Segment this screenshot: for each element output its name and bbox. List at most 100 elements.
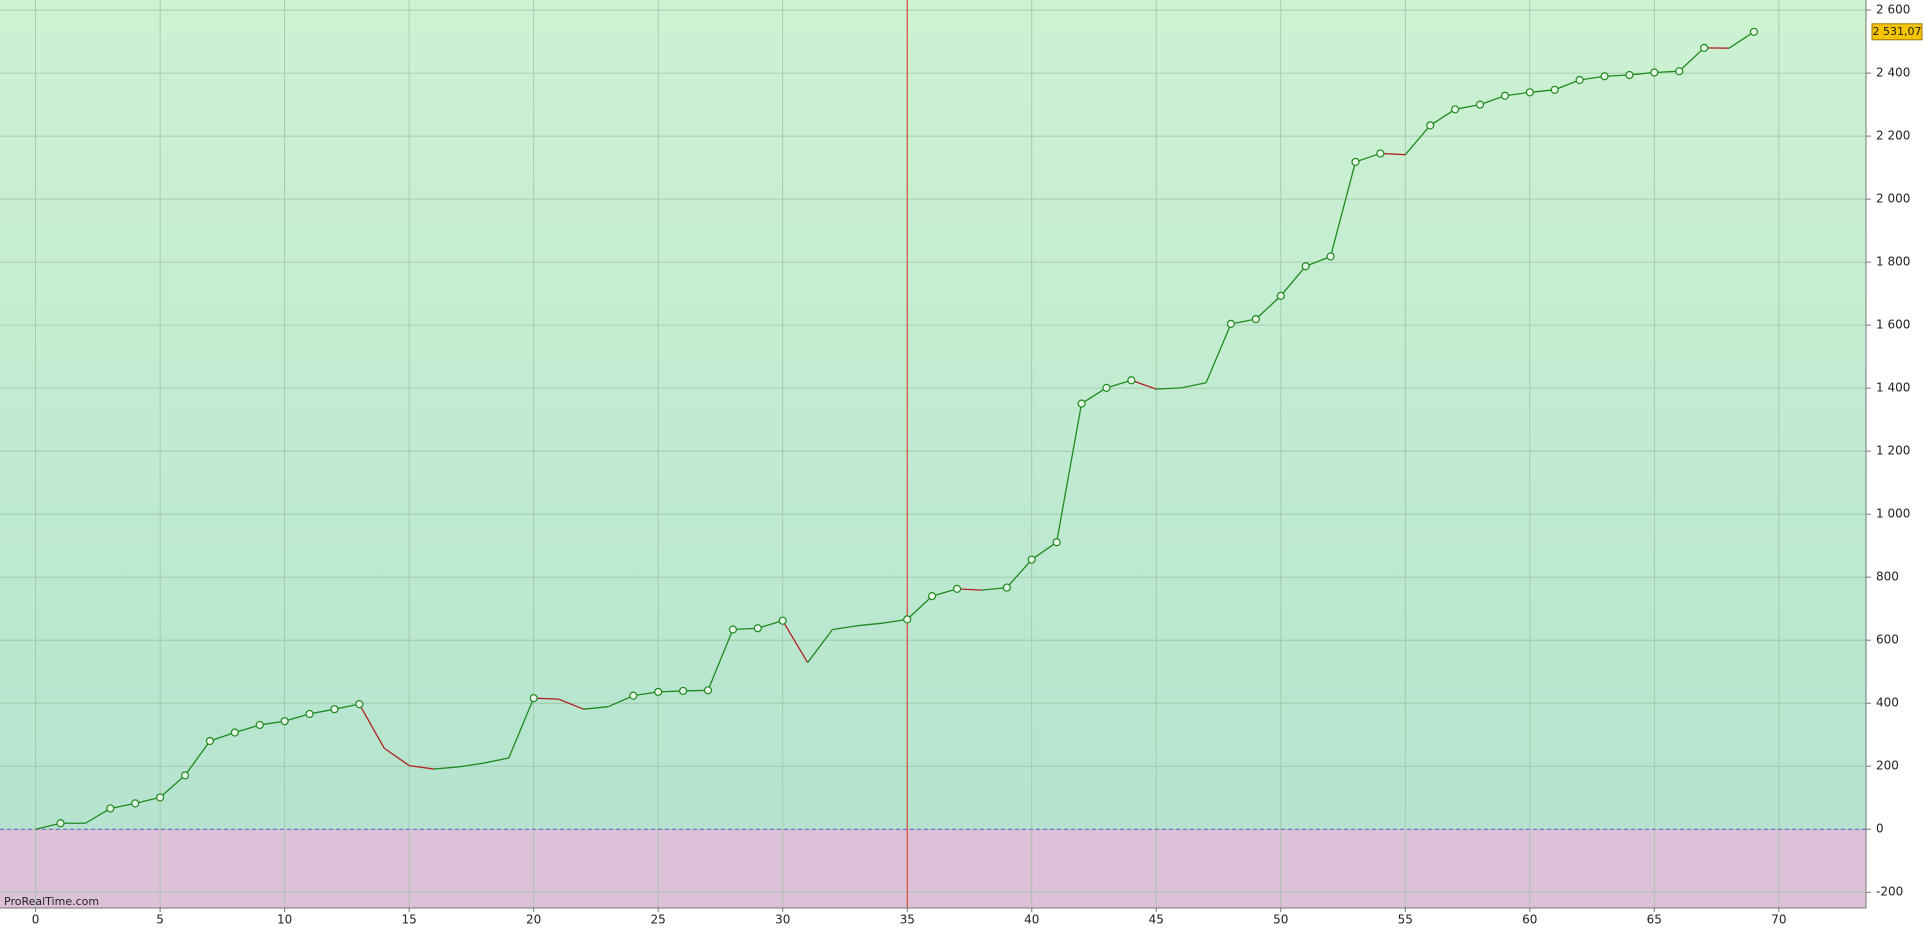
line-segment [1629,71,1655,76]
x-tick-label: 15 [402,913,417,927]
x-tick-label: 30 [775,913,790,927]
line-segment [1479,95,1506,106]
line-segment [309,708,335,715]
plot [0,0,1866,908]
point-marker [106,804,115,813]
y-tick-label: 2 400 [1876,66,1910,80]
point-marker [1102,383,1111,392]
y-tick-label: -200 [1876,885,1903,899]
line-segment [1554,79,1580,91]
line-segment [807,629,834,663]
point-marker [1351,157,1360,167]
line-segment [981,586,1007,591]
point-marker [1600,72,1609,81]
line-segment [110,802,136,810]
point-marker [1525,88,1534,97]
line-segment [434,766,460,770]
point-marker [1326,252,1335,261]
last-value-box [1871,23,1923,41]
y-tick-label: 1 400 [1876,381,1910,395]
line-segment [1454,103,1481,110]
line-segment [85,807,111,824]
line-segment [658,690,684,693]
point-marker [1426,121,1435,130]
line-segment [1305,255,1331,267]
point-marker [1027,555,1036,564]
line-segment [1081,387,1107,405]
y-tick-label: 1 200 [1876,444,1910,458]
x-tick-label: 25 [651,913,666,927]
point-marker [778,616,787,625]
line-segment [1429,108,1456,126]
line-segment [35,822,61,830]
line-segment [159,774,186,798]
source: ProRealTime.com [4,895,99,908]
line-segment [683,689,709,692]
point-marker [728,625,738,634]
line-segment [409,764,435,770]
point-marker [1675,67,1684,76]
x-tick-label: 55 [1398,913,1413,927]
point-marker [355,700,364,709]
y-tick-label: 1 000 [1876,507,1910,521]
line-segment [558,698,584,710]
line-segment [931,588,958,597]
line-segment [1230,318,1256,325]
line-segment [135,796,161,805]
line-segment [358,703,385,749]
plot-background [0,0,1866,908]
point-marker [156,793,165,802]
line-segment [1380,152,1406,156]
x-tick-label: 45 [1149,913,1164,927]
point-marker [1376,149,1385,158]
y-tick-label: 2 000 [1876,192,1910,206]
line-segment [1006,559,1033,589]
point-marker [330,705,339,714]
x-tick-label: 10 [277,913,292,927]
point-marker [654,687,663,696]
point-marker [1301,262,1310,271]
y-tick-label: 1 800 [1876,255,1910,269]
point-marker [205,736,215,746]
point-marker [952,584,962,593]
x-tick-label: 65 [1647,913,1662,927]
point-marker [305,709,314,719]
line-segment [732,627,758,631]
line-segment [209,731,236,742]
line-segment [1329,161,1357,257]
y-tick-label: 400 [1876,696,1899,710]
line-segment [1131,379,1157,390]
line-segment [1579,75,1605,81]
point-marker [1500,91,1510,100]
line-segment [782,620,809,663]
point-marker [1550,85,1559,94]
line-segment [1355,152,1381,163]
line-segment [1031,541,1058,561]
x-tick-label: 5 [156,913,164,927]
point-marker [1002,583,1011,592]
line-segment [1604,74,1630,77]
line-segment [1106,379,1132,389]
line-segment [1056,403,1083,543]
x-tick-label: 0 [32,913,40,927]
y-tick-label: 800 [1876,570,1899,584]
line-segment [533,697,559,700]
line-segment [1280,265,1307,297]
y-tick-label: 200 [1876,759,1899,773]
x-tick-label: 40 [1024,913,1039,927]
line-segment [906,595,933,620]
point-marker [230,728,239,737]
line-segment [882,618,908,624]
line-segment [458,762,484,768]
y-tick-label: 2 600 [1876,3,1910,17]
x-tick-label: 60 [1522,913,1537,927]
point-marker [1127,376,1136,385]
line-segment [284,713,310,722]
point-marker [1475,100,1485,109]
point-marker [529,694,538,703]
point-marker [903,615,912,624]
y-tick-label: 0 [1876,822,1884,836]
negative-zone [0,829,1866,908]
